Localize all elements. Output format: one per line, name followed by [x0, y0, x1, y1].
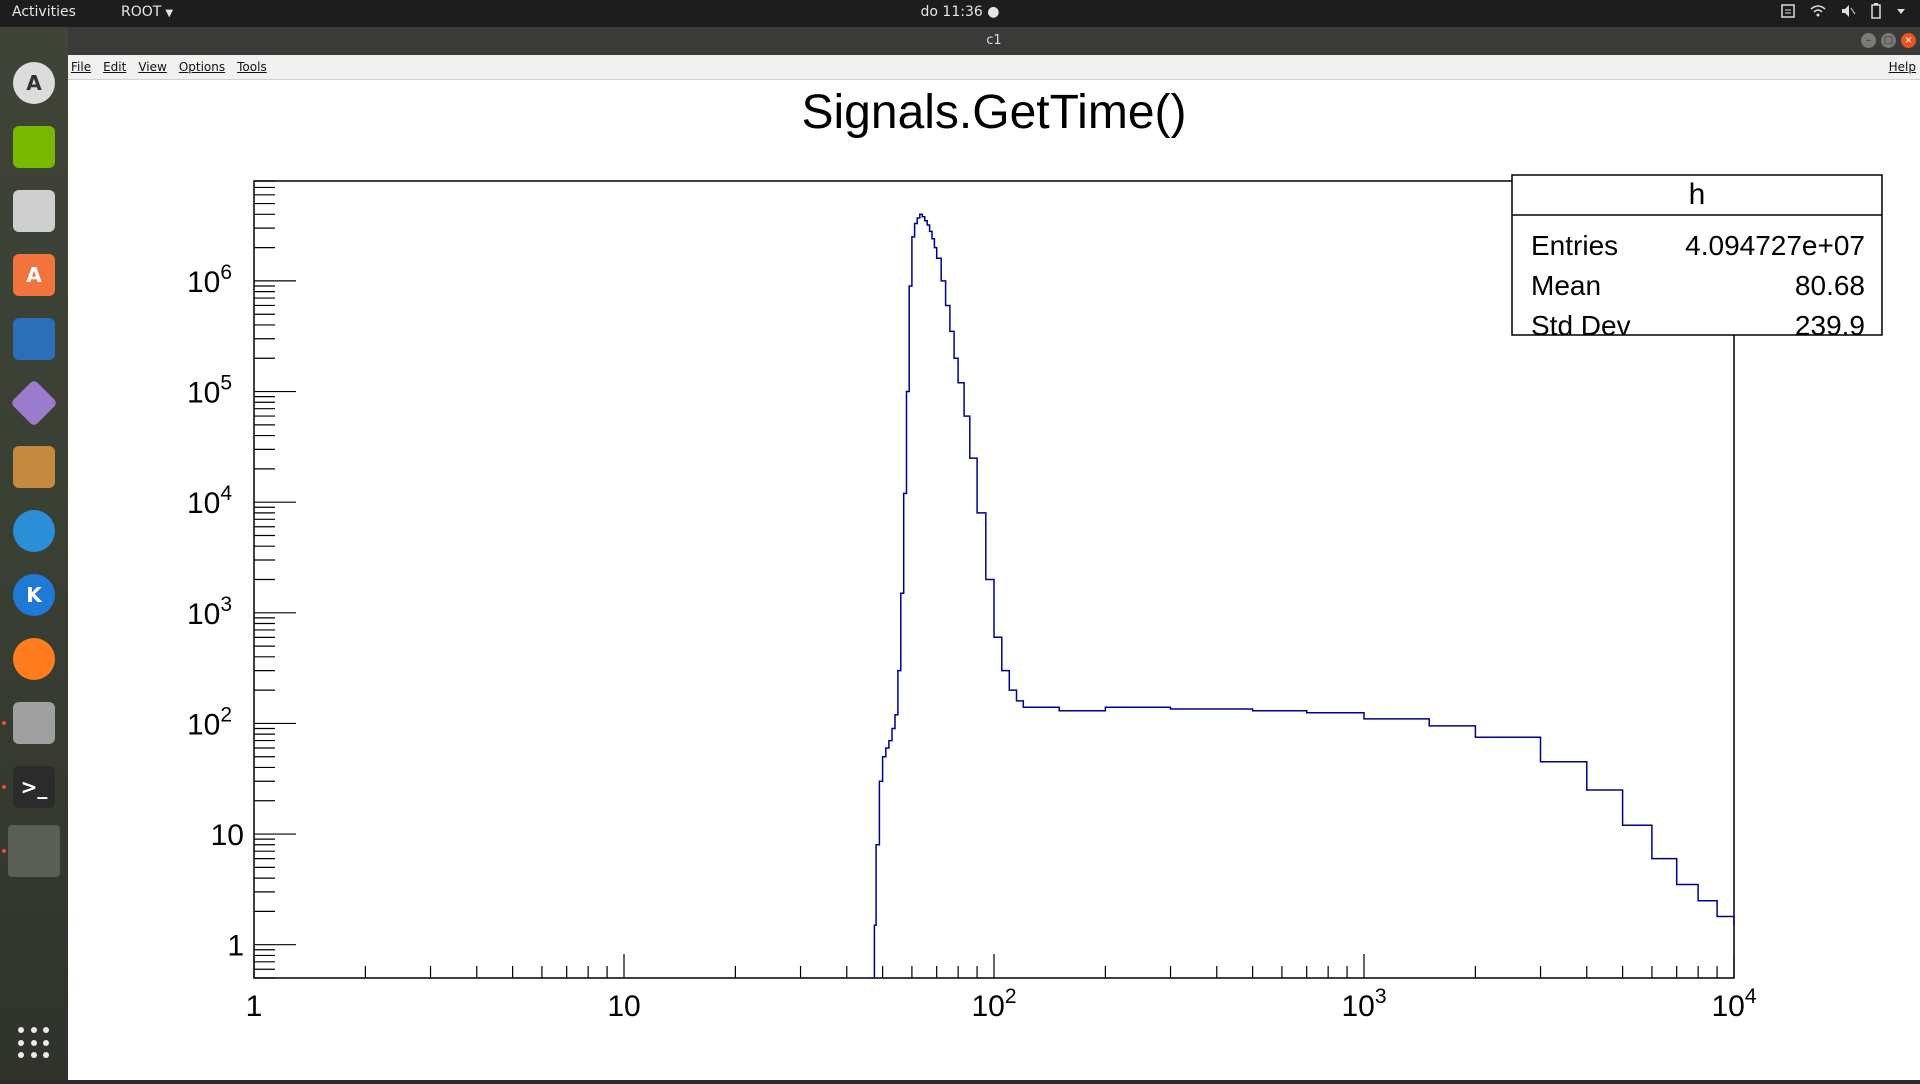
window-titlebar[interactable]: c1 – □ × [68, 27, 1920, 55]
diamond-app-icon [10, 379, 58, 427]
dock-item[interactable] [8, 505, 60, 557]
dock-item[interactable] [8, 377, 60, 429]
stats-entries-value: 4.094727e+07 [1685, 230, 1865, 261]
minimize-icon[interactable]: – [1861, 33, 1876, 48]
app-menu-label: ROOT [121, 4, 162, 20]
running-indicator [2, 849, 6, 853]
stats-box-frame [1511, 174, 1883, 336]
menu-view[interactable]: View [138, 60, 167, 74]
dock-item[interactable] [8, 121, 60, 173]
root-canvas-window: c1 – □ × File Edit View Options Tools He… [68, 27, 1920, 1080]
menu-file[interactable]: File [71, 60, 92, 74]
volume-muted-icon[interactable] [1840, 3, 1856, 19]
x-tick-label: 104 [1711, 985, 1756, 1023]
histogram-chart[interactable]: Signals.GetTime() 1 10 102 103 104 1 10 102 103 1… [68, 81, 1920, 1080]
y-tick-label: 103 [187, 593, 232, 631]
menu-tools[interactable]: Tools [237, 60, 267, 74]
dock-item[interactable] [8, 185, 60, 237]
terminal-icon: >_ [13, 766, 55, 808]
y-tick-label: 10 [211, 819, 244, 852]
show-applications-icon[interactable] [18, 1027, 50, 1059]
y-tick-label: 105 [187, 372, 232, 410]
maximize-icon[interactable]: □ [1881, 33, 1896, 48]
dock-item[interactable]: A [8, 57, 60, 109]
dock-item[interactable]: A [8, 249, 60, 301]
running-indicator [2, 721, 6, 725]
notification-dot-icon: ● [987, 4, 1000, 20]
chart-title: Signals.GetTime() [802, 86, 1187, 139]
y-tick-label: 106 [187, 261, 232, 299]
stats-stddev-label: Std Dev [1531, 310, 1631, 341]
stats-title: h [1689, 178, 1706, 211]
ubuntu-software-icon: A [13, 254, 55, 296]
paint-brush-app-icon [13, 446, 55, 488]
chevron-down-icon[interactable] [1896, 3, 1906, 19]
menu-help[interactable]: Help [1888, 60, 1916, 74]
y-tick-label: 102 [187, 703, 232, 741]
x-tick-label: 1 [246, 990, 263, 1023]
histogram-series-h [872, 213, 1735, 979]
y-tick-label: 1 [227, 930, 244, 963]
sync-app-icon [13, 510, 55, 552]
battery-icon[interactable] [1870, 3, 1882, 19]
x-tick-label: 103 [1341, 985, 1386, 1023]
dock-item[interactable]: K [8, 569, 60, 621]
menu-options[interactable]: Options [178, 60, 226, 74]
menu-bar: File Edit View Options Tools Help [68, 55, 1920, 80]
dock-item[interactable]: >_ [2, 761, 60, 813]
window-title: c1 [986, 33, 1002, 48]
stats-box[interactable]: h Entries 4.094727e+07 Mean 80.68 Std De… [1511, 174, 1883, 341]
plot-canvas[interactable]: Signals.GetTime() 1 10 102 103 104 1 10 102 103 1… [68, 81, 1920, 1080]
stats-mean-value: 80.68 [1795, 270, 1865, 301]
chevron-down-icon: ▼ [165, 8, 174, 19]
close-icon[interactable]: × [1901, 33, 1916, 48]
stats-stddev-value: 239.9 [1795, 310, 1865, 341]
system-settings-icon [13, 190, 55, 232]
wifi-icon[interactable] [1810, 3, 1826, 19]
dock-item[interactable] [2, 825, 60, 877]
app-menu[interactable]: ROOT ▼ [121, 4, 173, 20]
running-indicator [2, 785, 6, 789]
root-window-icon [13, 830, 55, 872]
dock: A A K >_ [0, 27, 68, 1080]
firefox-icon [13, 638, 55, 680]
clipboard-icon[interactable] [1780, 3, 1796, 19]
dock-item[interactable] [8, 313, 60, 365]
libreoffice-writer-icon [13, 318, 55, 360]
menu-edit[interactable]: Edit [103, 60, 127, 74]
y-tick-label: 104 [187, 482, 232, 520]
dock-item[interactable] [8, 441, 60, 493]
x-tick-label: 10 [607, 990, 640, 1023]
clock[interactable]: do 11:36 [920, 4, 983, 20]
activities-button[interactable]: Activities [12, 4, 76, 20]
dock-item[interactable] [8, 633, 60, 685]
software-updater-icon: A [13, 62, 55, 104]
dock-item[interactable] [2, 697, 60, 749]
top-bar: Activities ROOT ▼ do 11:36 ● [0, 0, 1920, 27]
x-tick-label: 102 [971, 985, 1016, 1023]
nvidia-settings-icon [13, 126, 55, 168]
kile-icon: K [13, 574, 55, 616]
stats-mean-label: Mean [1531, 270, 1601, 301]
files-icon [13, 702, 55, 744]
stats-entries-label: Entries [1531, 230, 1618, 261]
